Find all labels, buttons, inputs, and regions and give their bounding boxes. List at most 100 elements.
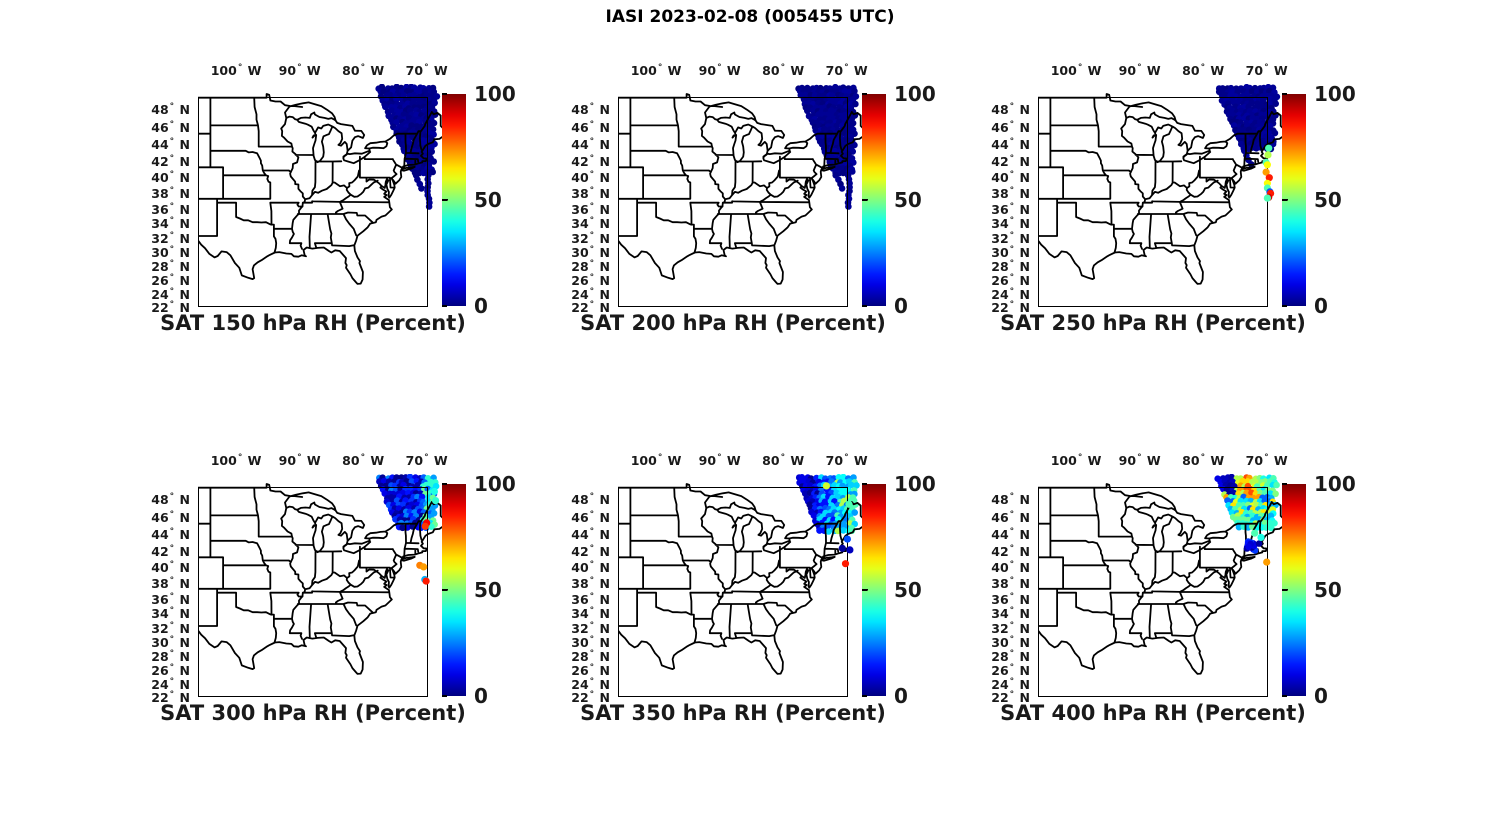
colorbar-tick xyxy=(442,695,447,697)
latitude-axis: 48° N 46° N 44° N 42° N 40° N 38° N 36° N 34° N… xyxy=(948,487,1030,705)
map-frame xyxy=(1038,97,1268,307)
lat-tick-label: 46° N xyxy=(571,510,610,526)
lat-tick-label: 34° N xyxy=(571,216,610,232)
lat-tick-label: 42° N xyxy=(571,154,610,170)
us-map xyxy=(1038,474,1287,697)
figure-title: IASI 2023-02-08 (005455 UTC) xyxy=(605,7,895,27)
lat-tick-label: 26° N xyxy=(991,273,1030,289)
map-frame xyxy=(618,487,848,697)
lat-tick-label: 26° N xyxy=(151,663,190,679)
rh-scatter-swath xyxy=(1214,474,1280,532)
lat-tick-label: 32° N xyxy=(151,231,190,247)
lon-tick-label: 90° W xyxy=(698,453,741,469)
colorbar-tick xyxy=(1282,695,1287,697)
lon-tick-label: 70° W xyxy=(405,453,448,469)
lat-tick-label: 42° N xyxy=(151,544,190,560)
map-frame xyxy=(198,487,428,697)
lat-tick-label: 32° N xyxy=(991,231,1030,247)
lat-tick-label: 38° N xyxy=(151,186,190,202)
lat-tick-label: 28° N xyxy=(151,259,190,275)
colorbar-tick xyxy=(862,695,867,697)
lat-tick-label: 46° N xyxy=(991,120,1030,136)
colorbar-tick xyxy=(442,93,447,95)
lat-tick-label: 44° N xyxy=(151,137,190,153)
colorbar-tick xyxy=(1282,483,1287,485)
lon-tick-label: 80° W xyxy=(342,453,385,469)
lat-tick-label: 36° N xyxy=(991,591,1030,607)
colorbar-tick-label: 0 xyxy=(894,684,908,708)
rh-scatter-points xyxy=(416,487,440,585)
colorbar-tick-label: 50 xyxy=(1314,578,1342,602)
lat-tick-label: 48° N xyxy=(571,492,610,508)
lat-tick-label: 30° N xyxy=(151,635,190,651)
lon-tick-label: 90° W xyxy=(698,63,741,79)
lat-tick-label: 28° N xyxy=(991,649,1030,665)
lat-tick-label: 42° N xyxy=(571,544,610,560)
colorbar-tick-label: 100 xyxy=(894,82,936,106)
map-panel-150hpa: 100° W 90° W 80° W 70° W 48° N 46° N 44° N 42°… xyxy=(108,55,515,355)
colorbar-tick-label: 50 xyxy=(474,188,502,212)
lat-tick-label: 30° N xyxy=(991,635,1030,651)
colorbar-tick xyxy=(442,483,447,485)
lat-tick-label: 22° N xyxy=(151,690,190,706)
map-panel-400hpa: 100° W 90° W 80° W 70° W 48° N 46° N 44° N 42°… xyxy=(948,445,1355,745)
longitude-axis: 100° W 90° W 80° W 70° W xyxy=(1038,453,1288,471)
lat-tick-label: 34° N xyxy=(151,606,190,622)
colorbar-tick xyxy=(442,305,447,307)
panel-title: SAT 400 hPa RH (Percent) xyxy=(1000,701,1306,725)
lat-tick-label: 38° N xyxy=(571,576,610,592)
lat-tick-label: 22° N xyxy=(991,300,1030,316)
lon-tick-label: 70° W xyxy=(1245,453,1288,469)
lon-tick-label: 90° W xyxy=(1118,63,1161,79)
lon-tick-label: 80° W xyxy=(1182,63,1225,79)
colorbar-tick-label: 100 xyxy=(474,82,516,106)
longitude-axis: 100° W 90° W 80° W 70° W xyxy=(618,63,868,81)
colorbar-tick xyxy=(1282,589,1287,591)
lat-tick-label: 46° N xyxy=(151,510,190,526)
latitude-axis: 48° N 46° N 44° N 42° N 40° N 38° N 36° N 34° N… xyxy=(108,97,190,315)
us-map xyxy=(198,84,447,307)
colorbar-tick-label: 0 xyxy=(474,294,488,318)
lon-tick-label: 90° W xyxy=(278,63,321,79)
lat-tick-label: 28° N xyxy=(991,259,1030,275)
map-panel-300hpa: 100° W 90° W 80° W 70° W 48° N 46° N 44° N 42°… xyxy=(108,445,515,745)
lat-tick-label: 26° N xyxy=(151,273,190,289)
lat-tick-label: 34° N xyxy=(991,606,1030,622)
lat-tick-label: 30° N xyxy=(151,245,190,261)
colorbar-tick-label: 100 xyxy=(474,472,516,496)
lon-tick-label: 100° W xyxy=(210,63,262,79)
lon-tick-label: 90° W xyxy=(1118,453,1161,469)
lon-tick-label: 80° W xyxy=(342,63,385,79)
lat-tick-label: 48° N xyxy=(991,492,1030,508)
lat-tick-label: 46° N xyxy=(991,510,1030,526)
lon-tick-label: 100° W xyxy=(630,63,682,79)
lat-tick-label: 24° N xyxy=(571,676,610,692)
lat-tick-label: 36° N xyxy=(571,201,610,217)
lat-tick-label: 38° N xyxy=(991,186,1030,202)
latitude-axis: 48° N 46° N 44° N 42° N 40° N 38° N 36° N 34° N… xyxy=(528,97,610,316)
rh-scatter-swath xyxy=(375,84,441,210)
colorbar-tick xyxy=(442,199,447,201)
rh-scatter-points xyxy=(1243,529,1271,566)
panel-title: SAT 300 hPa RH (Percent) xyxy=(160,701,466,725)
lon-tick-label: 80° W xyxy=(762,453,805,469)
colorbar-tick xyxy=(1282,93,1287,95)
longitude-axis: 100° W 90° W 80° W 70° W xyxy=(1038,63,1288,81)
panel-title: SAT 200 hPa RH (Percent) xyxy=(580,311,886,335)
lat-tick-label: 24° N xyxy=(991,286,1030,302)
lat-tick-label: 22° N xyxy=(571,690,610,706)
lat-tick-label: 48° N xyxy=(991,102,1030,118)
colorbar-tick-label: 100 xyxy=(1314,472,1356,496)
panel-title: SAT 250 hPa RH (Percent) xyxy=(1000,311,1306,335)
colorbar-tick-label: 0 xyxy=(474,684,488,708)
map-panel-200hpa: 100° W 90° W 80° W 70° W 48° N 46° N 44° N 42°… xyxy=(528,55,935,355)
lon-tick-label: 70° W xyxy=(825,453,868,469)
colorbar-tick-label: 50 xyxy=(894,188,922,212)
lat-tick-label: 48° N xyxy=(151,102,190,118)
lat-tick-label: 22° N xyxy=(571,300,610,316)
colorbar-tick-label: 50 xyxy=(894,578,922,602)
lat-tick-label: 36° N xyxy=(991,201,1030,217)
colorbar-tick xyxy=(1282,199,1287,201)
lat-tick-label: 44° N xyxy=(991,137,1030,153)
